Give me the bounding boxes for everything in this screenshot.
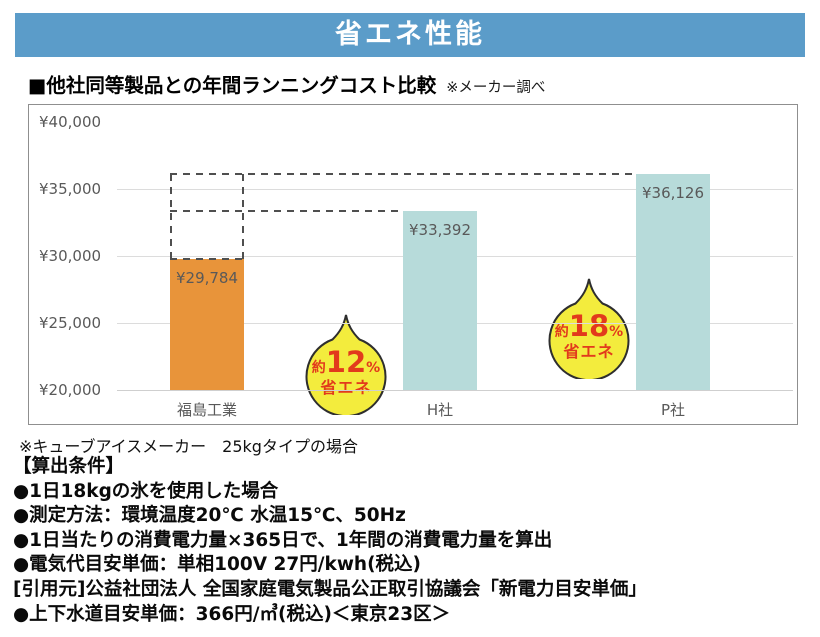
savings-prefix: 約 [554, 324, 569, 341]
x-axis-line [117, 390, 793, 391]
page-title-banner: 省エネ性能 [15, 13, 805, 57]
savings-label: 省エネ [563, 341, 615, 361]
savings-bubble-12-text: 約12% 省エネ [302, 333, 390, 411]
page-title: 省エネ性能 [335, 19, 485, 50]
y-tick-label: ¥20,000 [39, 381, 102, 399]
percent-sign: % [609, 324, 624, 341]
y-tick-label: ¥35,000 [39, 180, 102, 198]
running-cost-bar-chart: 約12% 省エネ 約18% 省エネ ¥40,000 ¥35,000 ¥30,000 ¥… [28, 104, 798, 425]
savings-bubble-18: 約18% 省エネ [545, 277, 633, 379]
y-tick-label: ¥40,000 [39, 113, 102, 131]
condition-item: ●電気代目安単価：単相100V 27円/kwh(税込) [13, 554, 421, 576]
y-gridline [117, 189, 793, 190]
savings-label: 省エネ [320, 377, 372, 397]
y-tick-label: ¥25,000 [39, 314, 102, 332]
x-category-label: 福島工業 [176, 401, 237, 419]
bar-value-label: ¥36,126 [641, 183, 705, 202]
condition-item: ●1日当たりの消費電力量×365日で、1年間の消費電力量を算出 [13, 529, 553, 551]
conditions-heading: 【算出条件】 [13, 456, 125, 477]
savings-percent-value: 18 [568, 309, 610, 344]
section-heading-note: ※メーカー調べ [446, 80, 546, 96]
savings-prefix: 約 [311, 360, 326, 377]
bar-0 [170, 258, 244, 390]
calculation-conditions: 【算出条件】 ●1日18kgの氷を使用した場合 ●測定方法：環境温度20℃ 水温1… [13, 455, 647, 627]
bar-2 [636, 173, 710, 390]
savings-percent-value: 12 [325, 345, 367, 380]
savings-bubble-18-text: 約18% 省エネ [545, 297, 633, 375]
savings-bubble-12: 約12% 省エネ [302, 313, 390, 415]
condition-item: ●上下水道目安単価：366円/㎥(税込)＜東京23区＞ [13, 603, 451, 625]
conditions-list: ●1日18kgの氷を使用した場合 ●測定方法：環境温度20℃ 水温15℃、50Hz… [13, 480, 647, 628]
reference-dashed-line [170, 209, 403, 212]
percent-sign: % [366, 360, 381, 377]
section-heading: ■他社同等製品との年間ランニングコスト比較 [28, 74, 437, 97]
condition-item: [引用元]公益社団法人 全国家庭電気製品公正取引協議会「新電力目安単価」 [13, 578, 647, 600]
ghost-box-right-edge [242, 173, 244, 259]
chart-footnote: ※キューブアイスメーカー 25kgタイプの場合 [19, 437, 358, 456]
speech-bubble-icon [548, 278, 630, 379]
ghost-box-bottom-edge [170, 257, 244, 260]
ghost-box-left-edge [170, 173, 172, 259]
x-category-label: H社 [426, 401, 454, 419]
reference-dashed-line [170, 172, 636, 175]
bar-value-label: ¥29,784 [175, 268, 239, 287]
y-tick-label: ¥30,000 [39, 247, 102, 265]
condition-item: ●測定方法：環境温度20℃ 水温15℃、50Hz [13, 505, 406, 527]
x-category-label: P社 [660, 401, 686, 419]
section-heading-row: ■他社同等製品との年間ランニングコスト比較 ※メーカー調べ [28, 69, 545, 98]
bar-value-label: ¥33,392 [408, 220, 472, 239]
condition-item: ●1日18kgの氷を使用した場合 [13, 480, 279, 502]
bar-1 [403, 210, 477, 390]
